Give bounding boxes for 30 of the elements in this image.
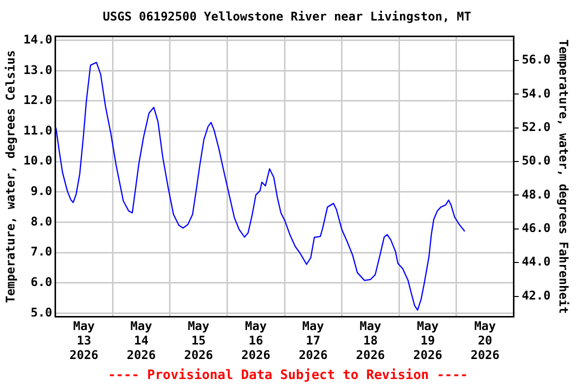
chart-title: USGS 06192500 Yellowstone River near Livingston, MT <box>102 9 472 24</box>
y2-tick-label: 42.0 <box>522 288 551 302</box>
y2-tick-label: 50.0 <box>522 154 551 168</box>
y2-tick-label: 56.0 <box>522 52 551 67</box>
y2-tick-label: 52.0 <box>522 120 551 134</box>
x-tick-label: May 20 2026 <box>470 319 500 362</box>
y-tick-label: 14.0 <box>23 32 52 46</box>
x-tick-label: May 19 2026 <box>413 319 442 362</box>
x-tick-label: May 14 2026 <box>126 319 156 362</box>
text: ---- Provisional Data Subject to Revision ---- <box>108 368 468 383</box>
y2-axis-title: Temperature, water, degrees Fahrenheit <box>556 39 571 314</box>
y2-tick-label: 54.0 <box>522 86 551 100</box>
y2-tick-label: 46.0 <box>522 221 551 236</box>
x-tick-label: May 13 2026 <box>69 319 98 362</box>
y-tick-label: 13.0 <box>23 62 52 77</box>
y2-tick-label: 44.0 <box>522 254 551 269</box>
y-tick-label: 7.0 <box>30 244 52 259</box>
x-tick-label: May 18 2026 <box>356 319 385 362</box>
y-tick-label: 11.0 <box>23 123 52 138</box>
x-tick-label: May 17 2026 <box>298 319 328 362</box>
y-tick-label: 5.0 <box>30 305 52 320</box>
y-tick-label: 12.0 <box>23 93 52 108</box>
y-tick-label: 9.0 <box>30 184 52 198</box>
y-tick-label: 6.0 <box>30 274 52 289</box>
y-tick-label: 10.0 <box>23 154 52 168</box>
y-tick-label: 8.0 <box>30 214 52 228</box>
x-tick-label: May 16 2026 <box>241 319 270 362</box>
x-tick-label: May 15 2026 <box>184 319 214 362</box>
y-axis-title: Temperature, water, degrees Celsius <box>3 50 18 304</box>
y2-tick-label: 48.0 <box>522 187 551 202</box>
